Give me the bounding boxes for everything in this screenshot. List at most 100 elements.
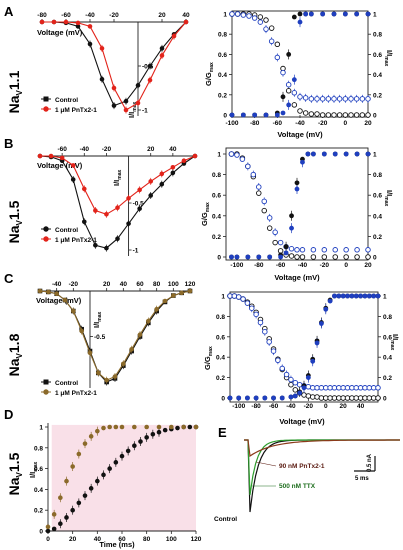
x-tick-label: -60 [276,262,286,269]
inactivation-pntx-point [250,171,257,178]
x-tick-label: -40 [295,120,305,127]
activation-pntx-point [274,112,280,118]
data-point [115,205,120,210]
trace-label-ttx: 500 nM TTX [279,483,316,490]
right-y-tick-label: 0 [373,255,377,262]
legend-pntx-marker [43,389,49,395]
current-traces-e: 90 nM PnTx2-1 500 nM TTX Control 0.5 nA … [214,439,400,523]
data-point [132,443,137,449]
data-point [82,493,88,498]
inactivation-control-point [272,239,278,246]
left-y-tick-label: 0.4 [218,72,227,79]
data-point [101,472,106,478]
activation-pntx-point [289,225,294,231]
data-point [51,512,57,517]
inactivation-pntx-point [343,247,349,253]
x-tick-label: -40 [286,403,296,410]
inactivation-control-point [321,254,328,260]
data-point [104,245,109,251]
x-tick-label: 120 [185,281,196,288]
data-point [144,424,149,430]
data-point [81,186,87,192]
trace-pntx [244,439,400,458]
activation-pntx-point [319,321,324,326]
right-y-tick-label: 0.8 [373,32,382,39]
data-point [104,211,109,217]
data-point [171,293,176,298]
activation-pntx-point [305,151,311,157]
iv-a-legend: Control 1 μM PnTx2-1 [41,96,97,114]
y-tick-label: 0.6 [34,466,43,473]
data-point [137,187,142,193]
data-point [46,289,51,295]
x-tick-label: 0 [344,120,348,127]
inactivation-pntx-point [235,294,242,300]
inactivation-pntx-point [268,38,275,45]
activation-pntx-point [332,293,337,299]
inactivation-pntx-point [229,11,235,17]
inactivation-control-point [257,14,264,20]
inactivation-pntx-point [234,152,240,158]
data-point [119,424,125,430]
x-tick-label: -40 [52,281,62,288]
inactivation-pntx-point [310,247,317,253]
inactivation-pntx-point [354,247,360,253]
ss-c-frame [229,291,379,403]
legend-pntx-label: 1 μM PnTx2-1 [55,390,97,397]
left-y-tick-label: 0.2 [216,375,225,382]
x-tick-label: 20 [364,262,372,269]
inactivation-control-point [331,112,337,118]
x-tick-label: -80 [250,120,260,127]
inactivation-pntx-point [256,184,262,190]
inactivation-pntx-point [292,379,299,386]
inactivation-pntx-point [331,96,337,102]
activation-pntx-point [263,112,269,118]
data-point [58,495,63,501]
activation-pntx-point [297,19,303,25]
data-point [156,429,162,435]
activation-pntx-point [262,395,268,401]
data-point [183,19,189,25]
activation-pntx-point [300,159,305,165]
data-point [192,153,198,159]
data-point [138,439,143,444]
right-y-tick-label: 0.4 [383,355,392,362]
right-y-tick-label: 0.2 [373,92,382,99]
inactivation-control-point [302,110,309,116]
inactivation-control-point [297,108,303,114]
data-point [64,515,69,520]
x-tick-label: -60 [269,403,279,410]
inactivation-control-point [343,254,349,260]
data-point [37,153,43,159]
iv-b-xlabel: Voltage (mV) [37,161,83,170]
x-tick-label: 20 [69,536,77,543]
inactivation-pntx-point [240,12,247,18]
x-tick-label: -20 [320,262,330,269]
data-point [171,33,177,39]
data-point [101,425,106,431]
data-point [51,526,57,532]
activation-pntx-point [375,293,381,299]
inactivation-control-point [294,254,300,260]
activation-pntx-point [345,293,350,299]
highlight-band [51,424,197,531]
data-point [70,177,76,182]
activation-pntx-point [253,395,259,401]
data-point [63,19,69,25]
data-point [150,431,156,437]
data-point [170,170,176,176]
data-point [107,424,112,430]
inactivation-pntx-point [270,348,277,354]
activation-control-point [289,213,294,219]
ss-a-xlabel: Voltage (mV) [277,130,323,139]
y-tick-label: -0.5 [133,201,145,208]
iv-c-legend: Control 1 μM PnTx2-1 [41,379,97,397]
activation-control-point [280,94,286,100]
left-y-tick-label: 0.4 [212,213,221,220]
data-point [121,361,126,367]
ss-a-left-ylabel: G/Gmax [204,62,215,86]
inactivation-pntx-point [234,11,241,17]
activation-pntx-point [371,293,377,299]
panel-letter-a: A [4,4,14,19]
right-y-tick-label: 0.6 [383,334,392,341]
